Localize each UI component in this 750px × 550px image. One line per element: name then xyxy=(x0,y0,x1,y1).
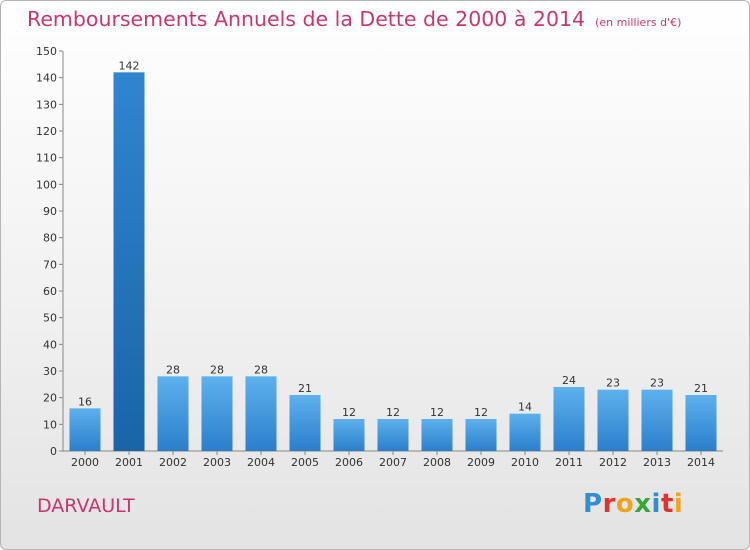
bar-2003 xyxy=(201,376,233,451)
bar-2002 xyxy=(157,376,189,451)
x-tick-label-2008: 2008 xyxy=(423,456,451,469)
bar-2000 xyxy=(69,408,101,451)
y-tick-label: 40 xyxy=(43,338,57,351)
bar-2007 xyxy=(377,419,409,451)
logo-letter: i xyxy=(673,489,684,519)
x-tick-label-2007: 2007 xyxy=(379,456,407,469)
y-tick-label: 90 xyxy=(43,205,57,218)
y-tick-label: 140 xyxy=(36,72,57,85)
bars: 16 142 28 28 28 21 12 12 12 12 14 24 23 23 21 xyxy=(69,59,717,451)
bar-2004 xyxy=(245,376,277,451)
data-label-2000: 16 xyxy=(78,395,92,408)
y-tick-label: 150 xyxy=(36,45,57,58)
bar-2001 xyxy=(113,72,145,451)
bar-2014 xyxy=(685,395,717,451)
bar-2005 xyxy=(289,395,321,451)
y-tick-label: 120 xyxy=(36,125,57,138)
data-label-2004: 28 xyxy=(254,363,268,376)
logo-letter: r xyxy=(602,489,616,519)
x-axis: 2000 2001 2002 2003 2004 2005 2006 2007 2008 2009… xyxy=(63,450,723,469)
chart-title-main: Remboursements Annuels de la Dette de 20… xyxy=(27,7,586,31)
x-tick-label-2005: 2005 xyxy=(291,456,319,469)
data-label-2011: 24 xyxy=(562,374,576,387)
y-tick-label: 60 xyxy=(43,285,57,298)
logo-letter: P xyxy=(583,489,603,519)
x-tick-label-2002: 2002 xyxy=(159,456,187,469)
data-label-2012: 23 xyxy=(606,377,620,390)
x-tick-label-2011: 2011 xyxy=(555,456,583,469)
y-tick-label: 10 xyxy=(43,418,57,431)
y-tick-label: 70 xyxy=(43,258,57,271)
data-label-2005: 21 xyxy=(298,382,312,395)
y-tick-label: 30 xyxy=(43,365,57,378)
logo-letter: i xyxy=(651,489,661,519)
chart-title-unit: (en milliers d'€) xyxy=(595,16,682,29)
x-tick-label-2006: 2006 xyxy=(335,456,363,469)
x-tick-label-2014: 2014 xyxy=(687,456,715,469)
logo-letter: t xyxy=(660,489,674,519)
proxiti-logo[interactable]: Proxiti xyxy=(583,489,683,519)
data-label-2006: 12 xyxy=(342,406,356,419)
data-label-2008: 12 xyxy=(430,406,444,419)
data-label-2002: 28 xyxy=(166,363,180,376)
bar-2008 xyxy=(421,419,453,451)
x-tick-label-2010: 2010 xyxy=(511,456,539,469)
bar-2006 xyxy=(333,419,365,451)
commune-name: DARVAULT xyxy=(37,495,135,517)
y-tick-label: 0 xyxy=(50,445,57,458)
data-label-2003: 28 xyxy=(210,363,224,376)
data-label-2014: 21 xyxy=(694,382,708,395)
data-label-2001: 142 xyxy=(119,59,140,72)
bar-2009 xyxy=(465,419,497,451)
data-label-2013: 23 xyxy=(650,377,664,390)
x-tick-label-2013: 2013 xyxy=(643,456,671,469)
y-axis: 0 10 20 30 40 50 60 70 80 90 100 110 120 130 140 150 xyxy=(36,45,64,458)
chart-title: Remboursements Annuels de la Dette de 20… xyxy=(27,7,681,31)
y-tick-label: 110 xyxy=(36,152,57,165)
bar-2011 xyxy=(553,387,585,451)
bar-2010 xyxy=(509,413,541,451)
x-tick-label-2004: 2004 xyxy=(247,456,275,469)
y-tick-label: 50 xyxy=(43,312,57,325)
y-tick-label: 130 xyxy=(36,98,57,111)
data-label-2010: 14 xyxy=(518,401,532,414)
y-tick-label: 20 xyxy=(43,392,57,405)
x-tick-label-2000: 2000 xyxy=(71,456,99,469)
data-label-2007: 12 xyxy=(386,406,400,419)
x-tick-label-2012: 2012 xyxy=(599,456,627,469)
logo-letter: x xyxy=(634,489,652,519)
bar-2012 xyxy=(597,389,629,451)
logo-letter: o xyxy=(615,489,635,519)
x-tick-label-2001: 2001 xyxy=(115,456,143,469)
x-tick-label-2009: 2009 xyxy=(467,456,495,469)
y-tick-label: 100 xyxy=(36,178,57,191)
x-tick-label-2003: 2003 xyxy=(203,456,231,469)
bar-2013 xyxy=(641,389,673,451)
y-tick-label: 80 xyxy=(43,232,57,245)
data-label-2009: 12 xyxy=(474,406,488,419)
